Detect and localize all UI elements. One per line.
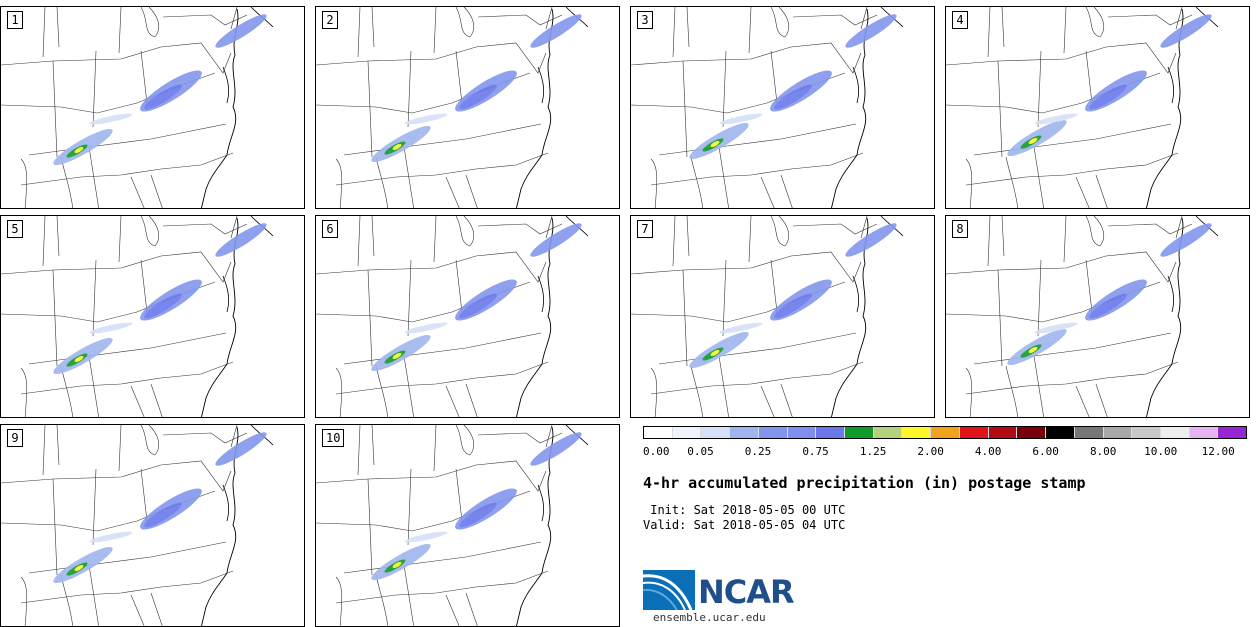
valid-time: Valid: Sat 2018-05-05 04 UTC [643,518,846,532]
colorbar-swatch [730,427,759,438]
time-info: Init: Sat 2018-05-05 00 UTC Valid: Sat 2… [643,503,845,533]
colorbar-swatch [787,427,817,438]
precip-map [1,425,274,626]
precip-map [316,216,589,417]
colorbar-swatch [701,427,731,438]
colorbar-swatch [988,427,1018,438]
colorbar-swatch [873,427,903,438]
member-panel: 1 [0,6,305,209]
colorbar-swatch [1046,427,1075,438]
colorbar-tick-label: 0.75 [802,445,829,458]
ensemble-url: ensemble.ucar.edu [653,611,766,624]
init-time: Init: Sat 2018-05-05 00 UTC [643,503,846,517]
member-number-label: 7 [637,220,653,238]
member-number-label: 10 [322,429,345,447]
member-number-label: 4 [952,11,968,29]
member-number-label: 2 [322,11,338,29]
precip-map [1,7,274,208]
colorbar-swatch [816,427,846,438]
member-panel: 7 [630,215,935,418]
colorbar-swatch [644,427,673,438]
precip-map [1,216,274,417]
colorbar-tick-label: 6.00 [1032,445,1059,458]
colorbar-tick-labels: 0.00 0.05 0.25 0.75 1.25 2.00 4.00 6.00 8.00 10.0… [643,445,1247,459]
chart-title: 4-hr accumulated precipitation (in) post… [643,474,1086,492]
colorbar-swatch [672,427,702,438]
colorbar-swatch [758,427,788,438]
member-number-label: 8 [952,220,968,238]
ncar-wordmark: NCAR [698,573,795,611]
colorbar-swatch [902,427,932,438]
colorbar-swatch [1074,427,1104,438]
colorbar-tick-label: 0.05 [687,445,714,458]
ncar-swoosh-icon [642,570,695,611]
member-number-label: 1 [7,11,23,29]
colorbar-tick-label: 10.00 [1144,445,1178,458]
member-number-label: 3 [637,11,653,29]
member-panel: 9 [0,424,305,627]
precip-map [946,7,1219,208]
colorbar-swatch [959,427,989,438]
member-panel: 4 [945,6,1250,209]
colorbar-tick-label: 0.25 [744,445,772,458]
colorbar-swatch [1218,427,1247,438]
colorbar-tick-label: 2.00 [917,445,944,458]
member-panel: 5 [0,215,305,418]
precip-map [631,7,904,208]
colorbar-tick-label: 12.00 [1201,445,1235,458]
colorbar-swatch [1132,427,1161,438]
member-panel: 3 [630,6,935,209]
ncar-logo: NCAR ensemble.ucar.edu [642,570,803,626]
colorbar-swatch [845,427,874,438]
colorbar-tick-label: 0.00 [643,445,670,458]
colorbar-swatch [931,427,960,438]
colorbar-tick-label: 8.00 [1089,445,1117,458]
member-number-label: 6 [322,220,338,238]
member-number-label: 5 [7,220,23,238]
colorbar-swatch [1103,427,1133,438]
colorbar-tick-label: 4.00 [974,445,1002,458]
colorbar-tick-label: 1.25 [859,445,887,458]
colorbar-swatch [1189,427,1219,438]
member-number-label: 9 [7,429,23,447]
member-panel: 8 [945,215,1250,418]
precip-colorbar [643,426,1247,439]
member-panel: 2 [315,6,620,209]
member-panel: 10 [315,424,620,627]
precip-map [631,216,904,417]
precip-map [316,7,589,208]
precip-map [946,216,1219,417]
precip-map [316,425,589,626]
colorbar-swatch [1017,427,1047,438]
colorbar-swatch [1160,427,1190,438]
member-panel: 6 [315,215,620,418]
